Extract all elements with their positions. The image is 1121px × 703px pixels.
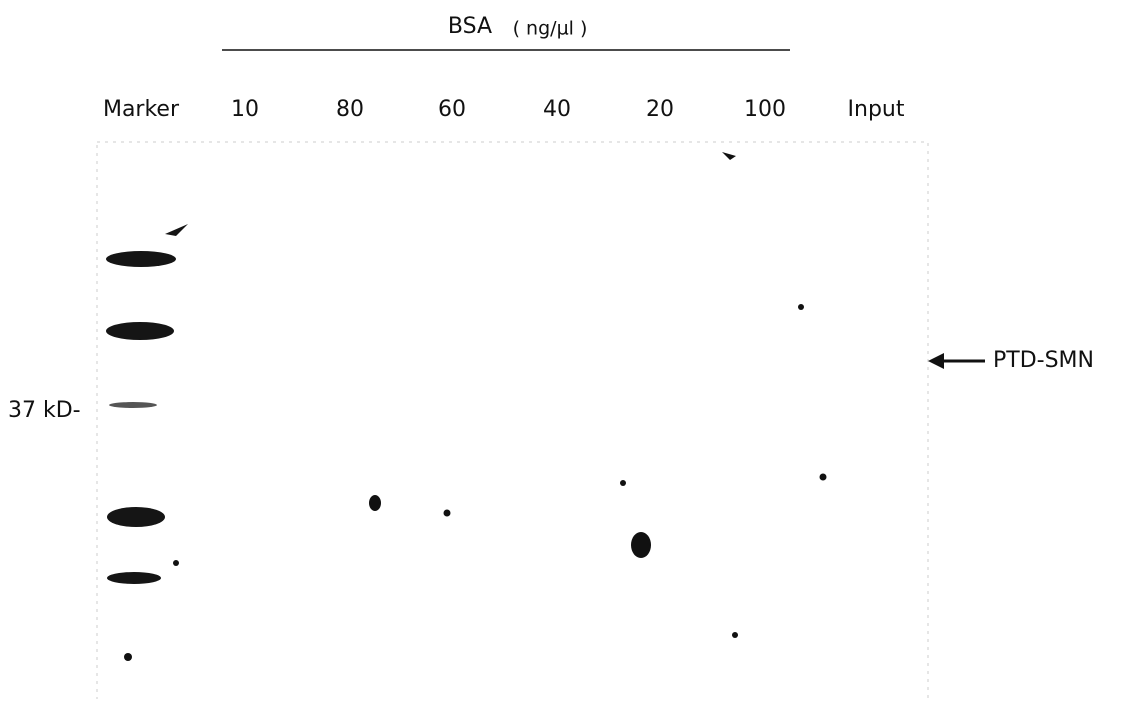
spot <box>798 304 804 310</box>
lane-label: 40 <box>543 97 571 122</box>
spot <box>369 495 381 511</box>
band <box>107 507 165 527</box>
title: BSA <box>448 14 492 39</box>
lane-label: Marker <box>103 97 180 122</box>
band <box>109 402 157 408</box>
unit: ( ng/µl ) <box>513 18 588 40</box>
spot <box>124 653 132 661</box>
marker-bands <box>106 224 188 584</box>
lane-label: 80 <box>336 97 364 122</box>
spots <box>124 152 827 661</box>
band <box>106 251 176 267</box>
band <box>107 572 161 584</box>
spot <box>631 532 651 558</box>
page: {"header": {"title": "BSA", "unit": "( n… <box>0 0 1121 703</box>
lane-label: 10 <box>231 97 259 122</box>
spot <box>173 560 179 566</box>
marker-label: 37 kD- <box>8 398 81 423</box>
spot <box>732 632 738 638</box>
lane-label: 100 <box>744 97 786 122</box>
spot <box>444 510 451 517</box>
smudge <box>165 224 188 236</box>
annotation: PTD-SMN <box>993 348 1094 373</box>
spot <box>820 474 827 481</box>
band <box>106 322 174 340</box>
lane-label: 60 <box>438 97 466 122</box>
figure: BSA ( ng/µl ) Marker 10 80 60 40 20 100 Input 3… <box>0 0 1121 699</box>
header: BSA ( ng/µl ) <box>222 14 790 50</box>
arrow-head <box>928 353 944 369</box>
blot-border <box>97 142 928 699</box>
spot <box>620 480 626 486</box>
spot <box>722 152 736 160</box>
lane-labels: Marker 10 80 60 40 20 100 Input <box>103 97 905 122</box>
lane-label: Input <box>848 97 905 122</box>
lane-label: 20 <box>646 97 674 122</box>
annotation-arrow: PTD-SMN <box>928 348 1094 373</box>
